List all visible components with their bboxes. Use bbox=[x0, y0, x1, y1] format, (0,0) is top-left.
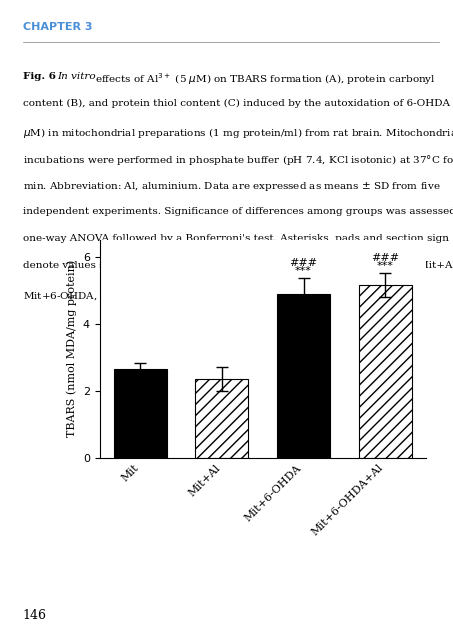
Text: content (B), and protein thiol content (C) induced by the autoxidation of 6-OHDA: content (B), and protein thiol content (… bbox=[23, 99, 453, 108]
Y-axis label: TBARS (nmol MDA/mg protein): TBARS (nmol MDA/mg protein) bbox=[67, 260, 77, 437]
Text: ***: *** bbox=[376, 262, 394, 271]
Text: ###: ### bbox=[289, 259, 318, 268]
Text: independent experiments. Significance of differences among groups was assessed b: independent experiments. Significance of… bbox=[23, 207, 453, 216]
Text: Mit+6-OHDA, respectively (*, $^{\#}$, $p$ < 0.05; ***, $^{\#\#\#}$, $p$ < 0.001): Mit+6-OHDA, respectively (*, $^{\#}$, $p… bbox=[23, 289, 355, 304]
Text: denote values significantly different from the corresponding controls: Mit, Mit+: denote values significantly different fr… bbox=[23, 261, 453, 270]
Text: ###: ### bbox=[371, 253, 399, 264]
Text: one-way ANOVA followed by a Bonferroni's test. Asterisks, pads and section sign: one-way ANOVA followed by a Bonferroni's… bbox=[23, 234, 448, 243]
Bar bbox=[358, 285, 411, 458]
Bar bbox=[196, 379, 248, 458]
Text: effects of Al$^{3+}$ (5 $\mu$M) on TBARS formation (A), protein carbonyl: effects of Al$^{3+}$ (5 $\mu$M) on TBARS… bbox=[95, 72, 435, 88]
Text: incubations were performed in phosphate buffer (pH 7.4, KCl isotonic) at 37$\deg: incubations were performed in phosphate … bbox=[23, 153, 453, 167]
Bar bbox=[114, 369, 167, 458]
Text: 146: 146 bbox=[23, 609, 47, 622]
Text: In vitro: In vitro bbox=[57, 72, 96, 81]
Bar bbox=[277, 294, 330, 458]
Text: min. Abbreviation: Al, aluminium. Data are expressed as means $\pm$ SD from five: min. Abbreviation: Al, aluminium. Data a… bbox=[23, 180, 440, 193]
Text: Fig. 6: Fig. 6 bbox=[23, 72, 59, 81]
Text: CHAPTER 3: CHAPTER 3 bbox=[23, 22, 92, 31]
Text: $\mu$M) in mitochondrial preparations (1 mg protein/ml) from rat brain. Mitochon: $\mu$M) in mitochondrial preparations (1… bbox=[23, 126, 453, 140]
Text: ***: *** bbox=[295, 266, 312, 276]
